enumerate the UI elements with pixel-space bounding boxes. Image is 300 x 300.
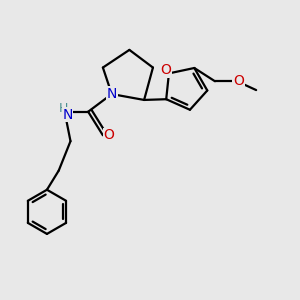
Text: O: O [233, 74, 244, 88]
Text: O: O [103, 128, 114, 142]
Text: H: H [58, 102, 68, 115]
Text: N: N [106, 87, 117, 101]
Text: O: O [160, 63, 171, 77]
Text: N: N [62, 108, 73, 122]
